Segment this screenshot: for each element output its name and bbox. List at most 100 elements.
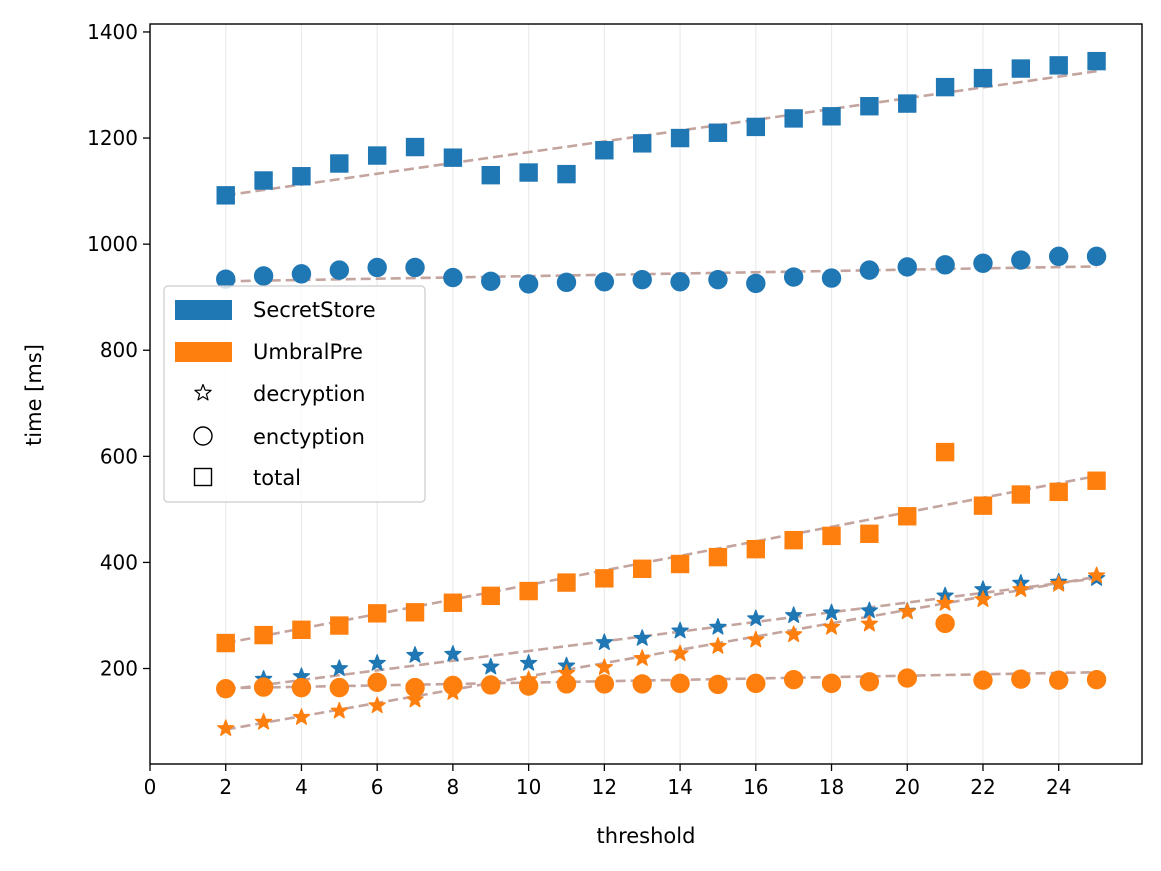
series-secretstore-total — [216, 51, 1106, 205]
data-point — [708, 547, 728, 567]
legend-label-umbralpre: UmbralPre — [253, 340, 363, 364]
data-point — [406, 690, 424, 708]
data-point — [935, 442, 955, 462]
x-tick-label: 8 — [447, 775, 460, 799]
x-tick-label: 24 — [1046, 775, 1071, 799]
trend-line — [225, 69, 1097, 197]
data-point — [898, 602, 916, 620]
x-tick-label: 20 — [895, 775, 920, 799]
data-point — [216, 186, 235, 205]
data-point — [670, 554, 690, 574]
data-point — [595, 569, 614, 588]
legend-swatch-secretstore — [175, 300, 232, 320]
legend-entry-umbralpre: UmbralPre — [175, 340, 363, 364]
data-point — [670, 128, 690, 148]
data-point — [973, 68, 993, 88]
trend-line — [225, 670, 1097, 690]
data-point — [633, 559, 652, 578]
data-point — [482, 657, 500, 675]
data-point — [330, 616, 349, 635]
data-point — [368, 696, 386, 714]
data-point — [329, 260, 350, 280]
data-point — [746, 673, 766, 694]
data-point — [1087, 566, 1106, 584]
data-point — [556, 272, 577, 293]
data-point — [330, 659, 348, 676]
data-point — [974, 590, 992, 608]
data-point — [1086, 669, 1107, 690]
plot-frame — [149, 23, 1143, 765]
data-point — [859, 672, 880, 692]
data-point — [292, 167, 311, 186]
data-point — [784, 606, 803, 623]
data-point — [595, 141, 614, 160]
data-point — [217, 719, 235, 736]
data-point — [330, 154, 349, 173]
data-point — [595, 658, 614, 675]
data-point — [254, 171, 273, 190]
data-point — [405, 257, 425, 278]
data-point — [1087, 471, 1106, 490]
data-point — [670, 673, 690, 694]
data-point — [821, 673, 842, 694]
data-point — [709, 618, 727, 635]
data-point — [973, 670, 993, 690]
data-point — [292, 620, 311, 639]
series-umbralpre-total — [216, 442, 1106, 653]
data-point — [481, 165, 500, 185]
y-tick-label: 200 — [100, 657, 138, 681]
data-point — [1049, 56, 1068, 75]
x-tick-label: 16 — [743, 775, 768, 799]
data-point — [291, 264, 312, 284]
data-point — [822, 526, 841, 546]
data-point — [860, 601, 879, 619]
x-tick-label: 22 — [970, 775, 995, 799]
data-point — [784, 109, 803, 128]
x-tick-label: 4 — [295, 775, 308, 799]
x-tick-label: 2 — [219, 775, 232, 799]
data-point — [519, 581, 538, 601]
x-tick-label: 0 — [144, 775, 157, 799]
data-point — [368, 654, 386, 671]
series-umbralpre-enctyption — [216, 613, 1107, 699]
legend-entry-total: total — [193, 466, 301, 490]
x-tick-label: 12 — [592, 775, 617, 799]
legend-swatch-umbralpre — [175, 342, 232, 362]
x-axis-label: threshold — [597, 824, 696, 848]
data-point — [481, 271, 501, 291]
data-point — [405, 603, 425, 622]
data-point — [443, 267, 463, 288]
legend-box — [163, 285, 426, 503]
legend-marker-square — [193, 467, 213, 487]
data-point — [633, 649, 651, 666]
data-point — [254, 625, 273, 645]
data-point — [708, 674, 728, 695]
x-tick-label: 14 — [667, 775, 692, 799]
data-point — [253, 677, 274, 697]
data-point — [747, 609, 765, 627]
data-point — [632, 269, 652, 290]
data-markers — [216, 51, 1107, 736]
data-point — [1049, 482, 1068, 502]
data-point — [898, 507, 917, 526]
data-point — [444, 683, 462, 700]
y-axis-label: time [ms] — [22, 344, 46, 446]
legend-label-total: total — [253, 466, 301, 490]
data-point — [292, 708, 311, 725]
legend-marker-circle — [193, 426, 213, 446]
data-point — [405, 137, 425, 157]
series-secretstore-enctyption — [216, 246, 1107, 294]
data-point — [747, 630, 765, 648]
circle-icon — [193, 426, 213, 446]
y-tick-label: 1000 — [87, 232, 138, 256]
data-point — [595, 633, 614, 650]
x-tick-label: 10 — [516, 775, 541, 799]
data-point — [784, 530, 803, 550]
data-point — [367, 257, 387, 278]
x-tick-label: 18 — [819, 775, 844, 799]
data-point — [709, 637, 727, 654]
data-point — [821, 268, 842, 288]
trend-line — [225, 474, 1097, 645]
data-point — [936, 594, 954, 611]
